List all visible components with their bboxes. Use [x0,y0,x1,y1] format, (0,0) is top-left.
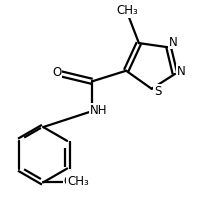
Text: CH₃: CH₃ [67,175,89,188]
Text: O: O [64,175,73,188]
Text: S: S [154,85,161,98]
Text: N: N [169,36,178,49]
Text: NH: NH [90,104,107,117]
Text: O: O [52,66,61,79]
Text: N: N [177,65,185,78]
Text: CH₃: CH₃ [116,4,138,17]
